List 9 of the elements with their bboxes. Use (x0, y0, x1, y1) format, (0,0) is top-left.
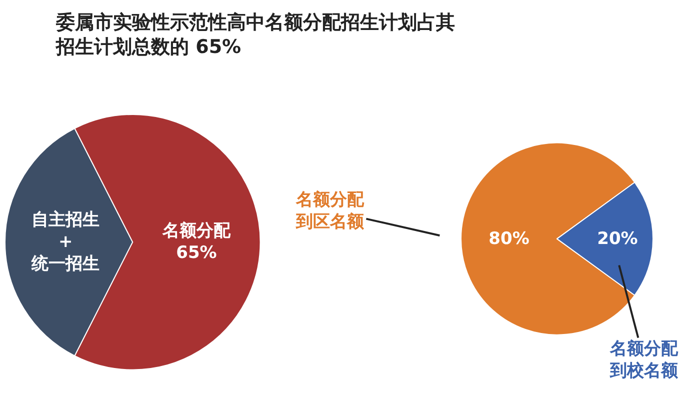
data-label: 80% (488, 228, 530, 249)
slice-label: 名额分配 (161, 221, 232, 242)
category-label: 到区名额 (296, 212, 364, 232)
data-label: 65% (176, 243, 217, 264)
slice-label: 名额分配到校名额 (609, 339, 679, 382)
chart-title: 委属市实验性示范性高中名额分配招生计划占其招生计划总数的 65% (55, 11, 455, 58)
data-label: 20% (597, 228, 638, 249)
slice-label: 名额分配 (295, 190, 365, 210)
slice-label: 自主招生+统一招生 (30, 210, 100, 274)
